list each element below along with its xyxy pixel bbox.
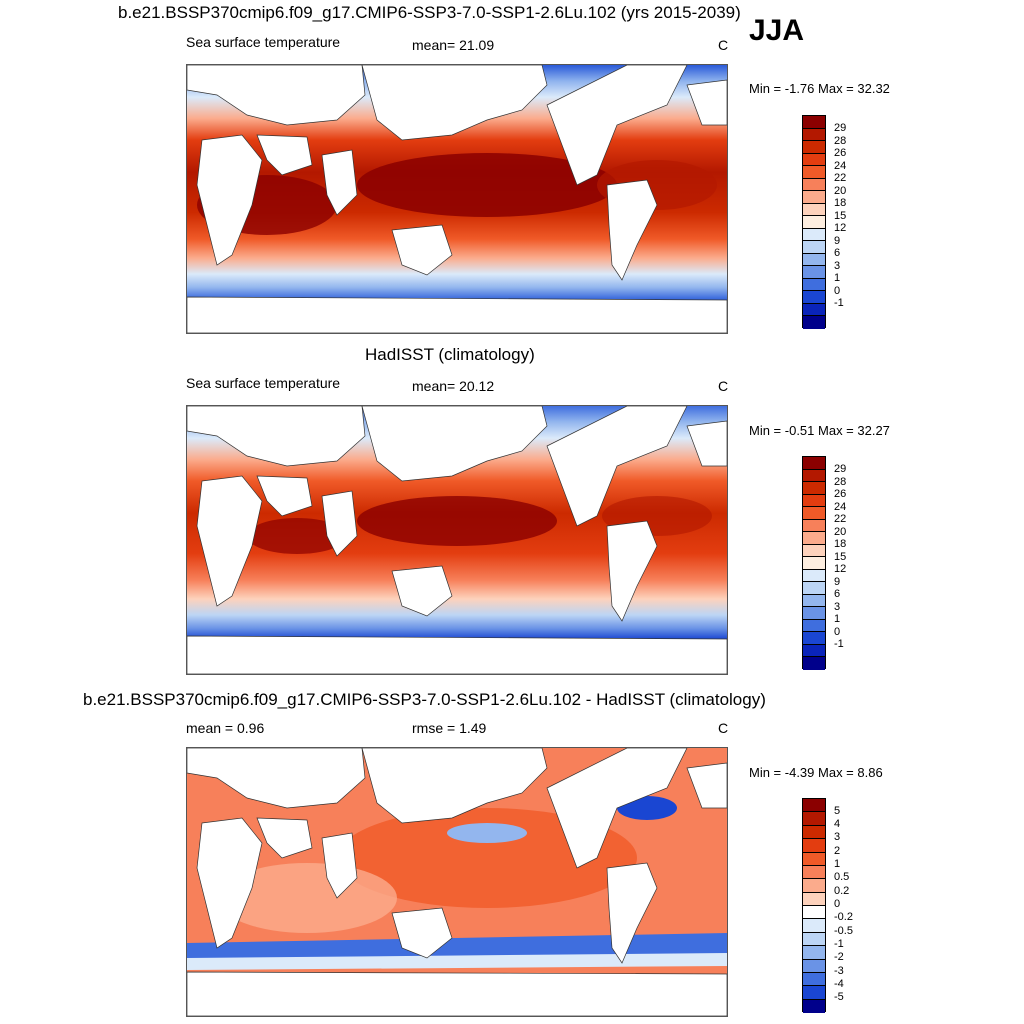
panel2-minmax: Min = -0.51 Max = 32.27 [749, 423, 890, 438]
tick: 22 [834, 172, 847, 184]
tick: 1 [834, 858, 841, 870]
tick: -4 [834, 978, 844, 990]
tick: 3 [834, 831, 841, 843]
tick: 2 [834, 845, 841, 857]
tick: -0.5 [834, 925, 853, 937]
tick: 24 [834, 501, 847, 513]
tick: -3 [834, 965, 844, 977]
panel1-sst-map [186, 64, 728, 334]
tick: 9 [834, 576, 841, 588]
panel1-colorbar [802, 115, 826, 329]
tick: 20 [834, 185, 847, 197]
tick: 28 [834, 476, 847, 488]
tick: 20 [834, 526, 847, 538]
panel3-rmse-label: rmse = 1.49 [412, 720, 487, 736]
tick: 0 [834, 626, 841, 638]
tick: 18 [834, 538, 847, 550]
tick: -0.2 [834, 911, 853, 923]
panel2-units: C [718, 378, 729, 394]
tick: 24 [834, 160, 847, 172]
panel3-minmax: Min = -4.39 Max = 8.86 [749, 765, 883, 780]
tick: 5 [834, 805, 841, 817]
panel2-title: HadISST (climatology) [365, 345, 535, 364]
tick: 9 [834, 235, 841, 247]
panel1-minmax: Min = -1.76 Max = 32.32 [749, 81, 890, 96]
panel2-sst-map [186, 405, 728, 675]
tick: 22 [834, 513, 847, 525]
panel1-field-label: Sea surface temperature [186, 34, 341, 50]
panel3-units: C [718, 720, 729, 736]
tick: 1 [834, 613, 841, 625]
tick: 6 [834, 247, 841, 259]
tick: 15 [834, 210, 847, 222]
panel1-units: C [718, 37, 729, 53]
panel2-field-label: Sea surface temperature [186, 375, 341, 391]
panel1-mean-label: mean= 21.09 [412, 37, 495, 53]
tick: 0.5 [834, 871, 850, 883]
tick: -1 [834, 938, 844, 950]
tick: 12 [834, 222, 847, 234]
tick: 6 [834, 588, 841, 600]
panel3-mean-label: mean = 0.96 [186, 720, 265, 736]
tick: 29 [834, 122, 847, 134]
tick: 28 [834, 135, 847, 147]
tick: -5 [834, 991, 844, 1003]
tick: 0.2 [834, 885, 850, 897]
tick: 0 [834, 898, 841, 910]
tick: 12 [834, 563, 847, 575]
panel3-colorbar [802, 798, 826, 1013]
panel3-difference-map [186, 747, 728, 1017]
tick: 3 [834, 260, 841, 272]
tick: 3 [834, 601, 841, 613]
tick: 29 [834, 463, 847, 475]
tick: 4 [834, 818, 841, 830]
tick: -1 [834, 638, 844, 650]
panel2-colorbar [802, 456, 826, 670]
tick: 1 [834, 272, 841, 284]
tick: 18 [834, 197, 847, 209]
tick: 0 [834, 285, 841, 297]
panel3-title: b.e21.BSSP370cmip6.f09_g17.CMIP6-SSP3-7.… [83, 690, 766, 709]
tick: -1 [834, 297, 844, 309]
tick: 15 [834, 551, 847, 563]
tick: -2 [834, 951, 844, 963]
season-label: JJA [749, 14, 805, 47]
tick: 26 [834, 488, 847, 500]
panel2-mean-label: mean= 20.12 [412, 378, 495, 394]
tick: 26 [834, 147, 847, 159]
panel1-title: b.e21.BSSP370cmip6.f09_g17.CMIP6-SSP3-7.… [118, 3, 741, 22]
